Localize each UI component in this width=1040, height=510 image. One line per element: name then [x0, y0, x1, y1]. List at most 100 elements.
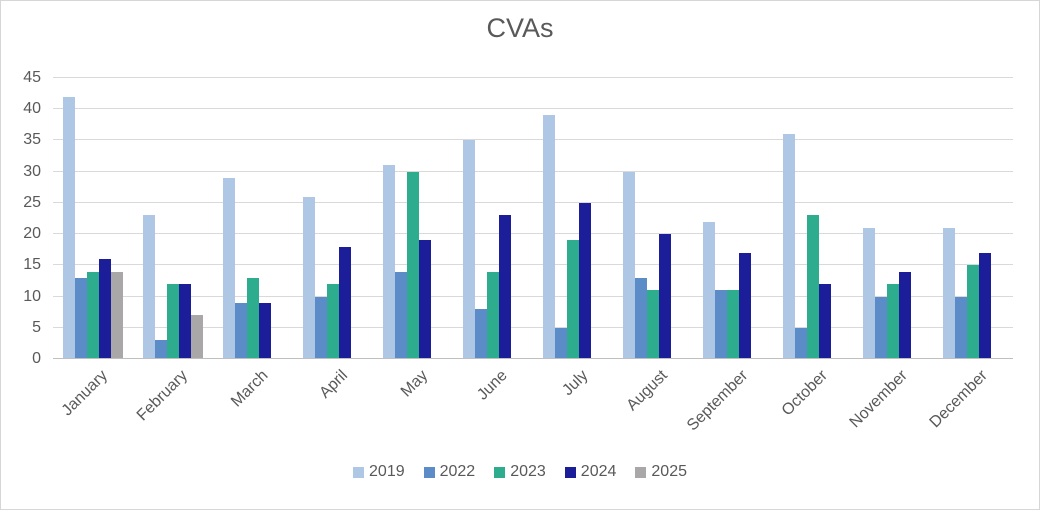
bar-slot-december-2025	[991, 78, 1003, 359]
bar-february-2024	[179, 284, 191, 359]
bar-may-2019	[383, 165, 395, 359]
bar-february-2023	[167, 284, 179, 359]
legend-label-2023: 2023	[510, 463, 546, 480]
bar-slot-may-2023	[407, 78, 419, 359]
legend-item-2023: 2023	[494, 463, 546, 481]
bar-december-2024	[979, 252, 991, 359]
legend-item-2022: 2022	[423, 463, 476, 481]
x-axis-label-december: December	[926, 367, 992, 432]
bar-slot-june-2022	[475, 78, 487, 359]
bar-slot-february-2024	[179, 78, 191, 359]
bar-group-september	[693, 78, 773, 359]
bar-december-2023	[967, 265, 979, 359]
bar-october-2019	[783, 134, 795, 359]
bar-slot-january-2023	[87, 78, 99, 359]
bar-slot-june-2024	[499, 78, 511, 359]
bar-slot-september-2019	[703, 78, 715, 359]
bar-august-2019	[623, 171, 635, 359]
legend: 2019 2022 2023 2024 2025	[1, 463, 1039, 481]
chart-title: CVAs	[486, 13, 554, 43]
bar-group-november	[853, 78, 933, 359]
x-axis-label-september: September	[683, 367, 752, 435]
bar-may-2024	[419, 240, 431, 359]
legend-item-2025: 2025	[635, 463, 687, 481]
bar-june-2019	[463, 140, 475, 359]
bar-july-2019	[543, 115, 555, 359]
bar-slot-january-2019	[63, 78, 75, 359]
bar-slot-january-2025	[111, 78, 123, 359]
bar-group-december	[933, 78, 1013, 359]
bar-group-april	[293, 78, 373, 359]
bar-january-2022	[75, 277, 87, 359]
bar-slot-december-2019	[943, 78, 955, 359]
legend-item-2024: 2024	[564, 463, 617, 481]
bar-slot-february-2023	[167, 78, 179, 359]
bar-december-2019	[943, 227, 955, 359]
bar-june-2024	[499, 215, 511, 359]
bar-september-2024	[739, 252, 751, 359]
bar-slot-july-2019	[543, 78, 555, 359]
y-axis-label-10: 10	[23, 287, 41, 305]
x-axis-label-march: March	[227, 367, 272, 411]
bar-july-2024	[579, 202, 591, 359]
bar-slot-september-2024	[739, 78, 751, 359]
bar-slot-february-2019	[143, 78, 155, 359]
bar-slot-june-2023	[487, 78, 499, 359]
bar-december-2022	[955, 296, 967, 359]
gridline-20	[53, 233, 1013, 235]
bar-slot-november-2022	[875, 78, 887, 359]
bar-slot-april-2025	[351, 78, 363, 359]
legend-swatch-2022	[423, 466, 435, 478]
bar-group-october	[773, 78, 853, 359]
bar-slot-may-2019	[383, 78, 395, 359]
gridline-25	[53, 201, 1013, 203]
bar-september-2022	[715, 290, 727, 359]
bar-slot-july-2025	[591, 78, 603, 359]
bar-slot-april-2023	[327, 78, 339, 359]
bar-slot-february-2022	[155, 78, 167, 359]
x-axis-line	[53, 358, 1013, 359]
bar-april-2019	[303, 196, 315, 359]
bar-slot-november-2023	[887, 78, 899, 359]
bar-slot-november-2025	[911, 78, 923, 359]
y-axis-label-15: 15	[23, 256, 41, 274]
bar-slot-november-2019	[863, 78, 875, 359]
bar-group-july	[533, 78, 613, 359]
bar-group-february	[133, 78, 213, 359]
bar-january-2023	[87, 271, 99, 359]
bar-slot-august-2024	[659, 78, 671, 359]
legend-label-2022: 2022	[439, 463, 476, 480]
bar-slot-may-2024	[419, 78, 431, 359]
bar-july-2022	[555, 327, 567, 359]
bar-slot-june-2019	[463, 78, 475, 359]
bar-slot-june-2025	[511, 78, 523, 359]
bar-march-2024	[259, 302, 271, 359]
legend-label-2025: 2025	[651, 463, 687, 480]
legend-label-2024: 2024	[580, 463, 617, 480]
bar-slot-may-2022	[395, 78, 407, 359]
bar-february-2025	[191, 315, 203, 359]
bar-slot-december-2022	[955, 78, 967, 359]
bar-april-2023	[327, 284, 339, 359]
bar-january-2019	[63, 96, 75, 359]
bar-june-2022	[475, 309, 487, 359]
bar-march-2019	[223, 177, 235, 359]
bar-slot-july-2023	[567, 78, 579, 359]
bar-october-2022	[795, 327, 807, 359]
bar-april-2022	[315, 296, 327, 359]
bar-slot-august-2023	[647, 78, 659, 359]
bar-group-may	[373, 78, 453, 359]
bar-slot-december-2024	[979, 78, 991, 359]
legend-item-2019: 2019	[353, 463, 405, 481]
gridline-35	[53, 139, 1013, 141]
plot-area	[53, 77, 1013, 359]
bar-slot-october-2025	[831, 78, 843, 359]
bar-group-june	[453, 78, 533, 359]
bar-slot-april-2019	[303, 78, 315, 359]
y-axis-label-5: 5	[32, 318, 41, 336]
bar-may-2023	[407, 171, 419, 359]
bar-slot-january-2024	[99, 78, 111, 359]
gridline-5	[53, 326, 1013, 328]
bar-june-2023	[487, 271, 499, 359]
bar-slot-september-2023	[727, 78, 739, 359]
